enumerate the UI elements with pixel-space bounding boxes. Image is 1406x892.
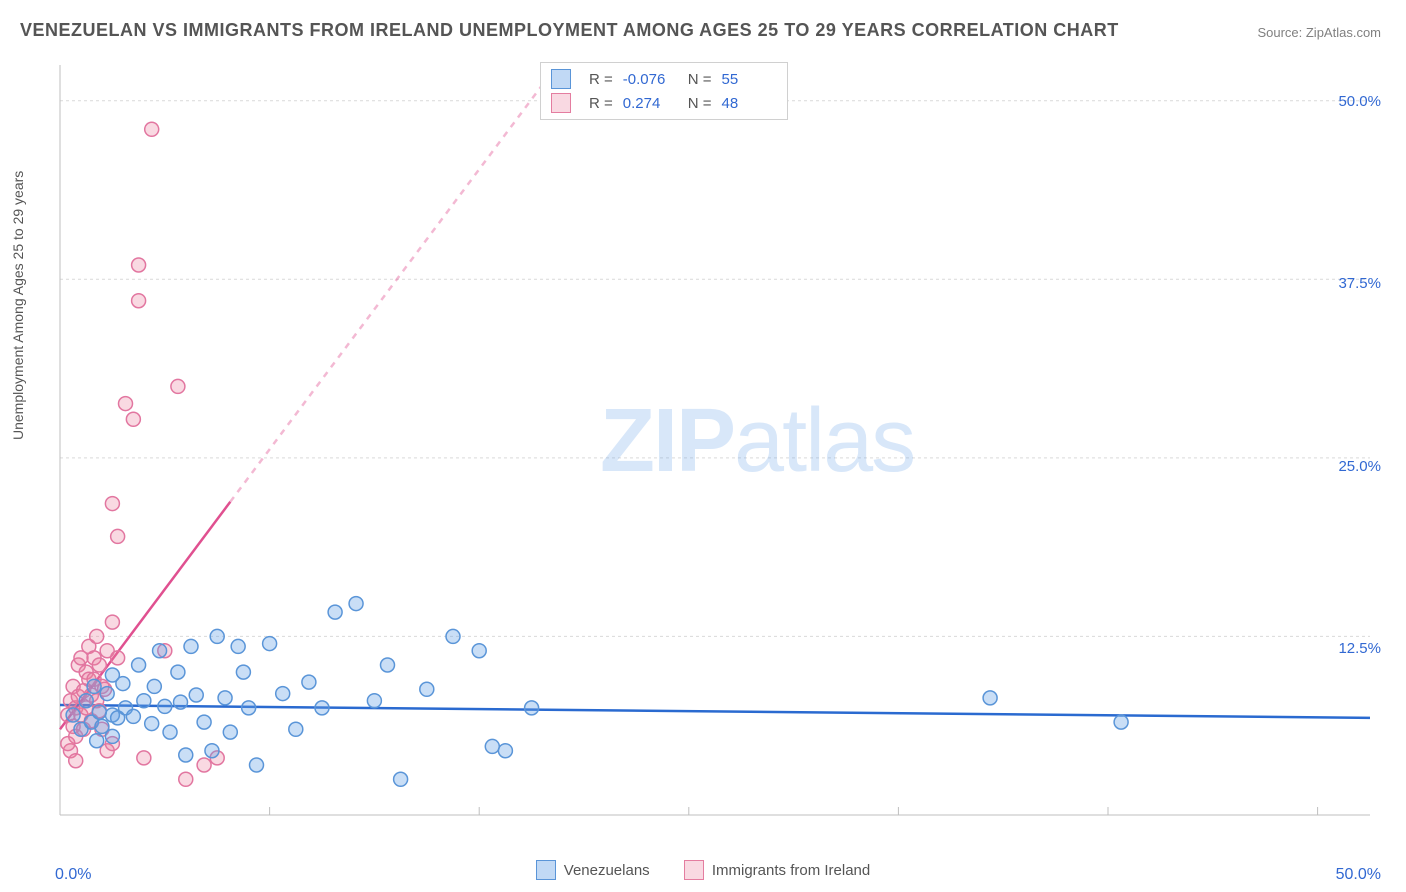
- r-label: R =: [589, 95, 613, 112]
- stats-row-blue: R = -0.076 N = 55: [551, 67, 777, 91]
- plot-area: [50, 60, 1380, 820]
- r-value-pink: 0.274: [623, 95, 678, 112]
- scatter-svg: [50, 60, 1380, 820]
- chart-title: VENEZUELAN VS IMMIGRANTS FROM IRELAND UN…: [20, 20, 1119, 41]
- stats-row-pink: R = 0.274 N = 48: [551, 91, 777, 115]
- swatch-blue-icon: [536, 860, 556, 880]
- n-label: N =: [688, 71, 712, 88]
- y-tick-50: 50.0%: [1338, 93, 1381, 110]
- legend-item-ireland: Immigrants from Ireland: [684, 860, 870, 880]
- legend-label-venezuelans: Venezuelans: [564, 862, 650, 879]
- legend-item-venezuelans: Venezuelans: [536, 860, 650, 880]
- y-axis-label: Unemployment Among Ages 25 to 29 years: [10, 171, 26, 440]
- bottom-legend: Venezuelans Immigrants from Ireland: [0, 860, 1406, 884]
- r-label: R =: [589, 71, 613, 88]
- swatch-blue-icon: [551, 69, 571, 89]
- y-tick-12p5: 12.5%: [1338, 640, 1381, 657]
- stats-legend-box: R = -0.076 N = 55 R = 0.274 N = 48: [540, 62, 788, 120]
- legend-label-ireland: Immigrants from Ireland: [712, 862, 870, 879]
- r-value-blue: -0.076: [623, 71, 678, 88]
- source-label: Source: ZipAtlas.com: [1257, 25, 1381, 40]
- n-value-pink: 48: [722, 95, 777, 112]
- swatch-pink-icon: [551, 93, 571, 113]
- n-label: N =: [688, 95, 712, 112]
- n-value-blue: 55: [722, 71, 777, 88]
- swatch-pink-icon: [684, 860, 704, 880]
- y-tick-25: 25.0%: [1338, 458, 1381, 475]
- y-tick-37p5: 37.5%: [1338, 275, 1381, 292]
